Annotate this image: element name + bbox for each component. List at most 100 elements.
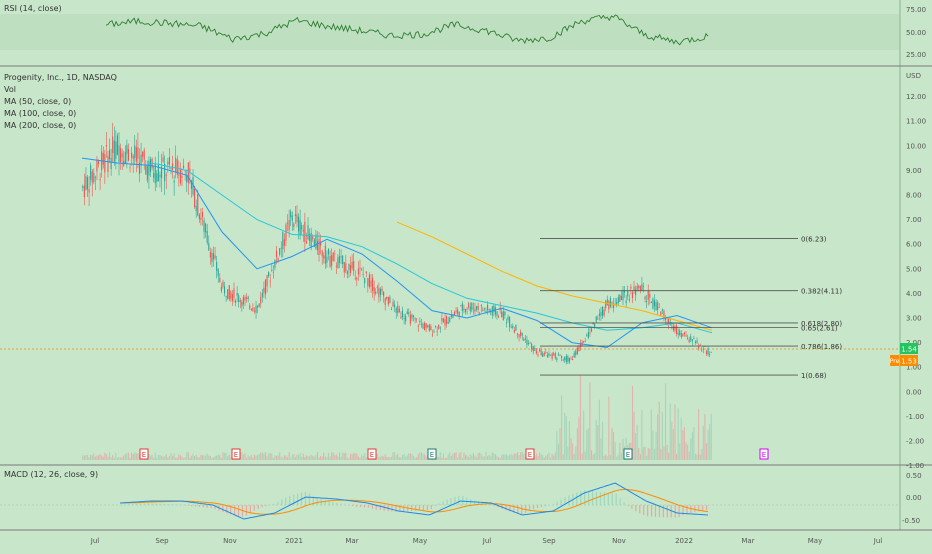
- macd-hist-bar: [679, 505, 680, 517]
- volume-bar: [570, 438, 571, 460]
- volume-bar: [674, 404, 675, 460]
- candle-body: [111, 158, 112, 169]
- candle-body: [136, 147, 137, 161]
- candle-body: [89, 189, 90, 193]
- volume-bar: [150, 455, 151, 460]
- event-marker-label: E: [762, 451, 766, 459]
- volume-bar: [522, 452, 523, 460]
- candle-body: [104, 154, 105, 172]
- candle-body: [607, 300, 608, 306]
- candle-body: [646, 301, 647, 302]
- candle-body: [386, 297, 387, 299]
- volume-bar: [191, 456, 192, 460]
- candle-body: [618, 297, 619, 303]
- candle-body: [235, 301, 236, 303]
- volume-bar: [476, 457, 477, 460]
- candle-body: [407, 311, 408, 313]
- volume-bar: [463, 453, 464, 460]
- candle-body: [696, 341, 697, 343]
- volume-bar: [309, 456, 310, 460]
- candle-body: [369, 275, 370, 287]
- volume-bar: [400, 457, 401, 460]
- volume-bar: [202, 455, 203, 460]
- candle-body: [178, 175, 179, 176]
- volume-bar: [695, 454, 696, 460]
- candle-body: [701, 351, 702, 352]
- volume-bar: [682, 430, 683, 460]
- volume-bar: [153, 458, 154, 460]
- macd-hist-bar: [627, 505, 628, 506]
- candle-body: [657, 302, 658, 310]
- candle-body: [358, 269, 359, 275]
- candle-body: [681, 333, 682, 337]
- volume-bar: [652, 430, 653, 460]
- volume-bar: [323, 453, 324, 460]
- candle-body: [249, 305, 250, 308]
- volume-bar: [641, 410, 642, 460]
- candle-body: [197, 194, 198, 215]
- candle-body: [268, 272, 269, 276]
- macd-hist-bar: [521, 505, 522, 514]
- time-tick: May: [413, 537, 427, 545]
- volume-bar: [583, 411, 584, 460]
- volume-bar: [500, 458, 501, 460]
- candle-body: [509, 317, 510, 328]
- macd-hist-bar: [210, 505, 211, 508]
- volume-bar: [215, 456, 216, 460]
- volume-bar: [278, 456, 279, 460]
- macd-hist-bar: [128, 504, 129, 505]
- candle-body: [429, 325, 430, 331]
- price-tick: -2.00: [906, 438, 924, 446]
- earnings-marker-label: E: [234, 451, 238, 459]
- volume-bar: [200, 455, 201, 460]
- macd-hist-bar: [195, 505, 196, 507]
- volume-bar: [552, 454, 553, 460]
- candle-body: [166, 175, 167, 176]
- candle-body: [100, 179, 101, 180]
- volume-bar: [285, 456, 286, 460]
- volume-bar: [244, 453, 245, 460]
- candle-body: [356, 278, 357, 280]
- volume-bar: [243, 455, 244, 460]
- candle-body: [153, 173, 154, 177]
- volume-bar: [290, 458, 291, 460]
- volume-bar: [282, 458, 283, 460]
- candle-body: [175, 158, 176, 172]
- candle-body: [300, 220, 301, 235]
- candle-body: [393, 302, 394, 306]
- candle-body: [344, 262, 345, 272]
- candle-body: [640, 286, 641, 291]
- candle-body: [399, 309, 400, 312]
- macd-hist-bar: [199, 505, 200, 507]
- volume-bar: [638, 448, 639, 460]
- candle-body: [586, 335, 587, 336]
- volume-bar: [618, 455, 619, 460]
- volume-bar: [98, 455, 99, 460]
- volume-bar: [561, 396, 562, 460]
- candle-body: [200, 218, 201, 220]
- event-marker[interactable]: E: [760, 449, 768, 459]
- volume-bar: [289, 452, 290, 460]
- volume-bar: [192, 454, 193, 460]
- macd-hist-bar: [266, 505, 267, 506]
- candle-body: [281, 248, 282, 249]
- candle-body: [528, 343, 529, 344]
- macd-hist-bar: [368, 505, 369, 508]
- candle-body: [230, 292, 231, 299]
- candle-body: [541, 350, 542, 355]
- volume-bar: [555, 453, 556, 460]
- candle-body: [295, 214, 296, 215]
- macd-hist-bar: [222, 505, 223, 512]
- candle-body: [660, 311, 661, 315]
- candle-body: [248, 297, 249, 300]
- volume-bar: [383, 457, 384, 460]
- legend-ma100: MA (100, close, 0): [4, 109, 76, 118]
- volume-bar: [334, 455, 335, 460]
- macd-hist-bar: [655, 505, 656, 517]
- volume-bar: [539, 453, 540, 460]
- candle-body: [141, 155, 142, 166]
- volume-bar: [177, 458, 178, 460]
- candle-body: [563, 360, 564, 361]
- volume-bar: [633, 412, 634, 460]
